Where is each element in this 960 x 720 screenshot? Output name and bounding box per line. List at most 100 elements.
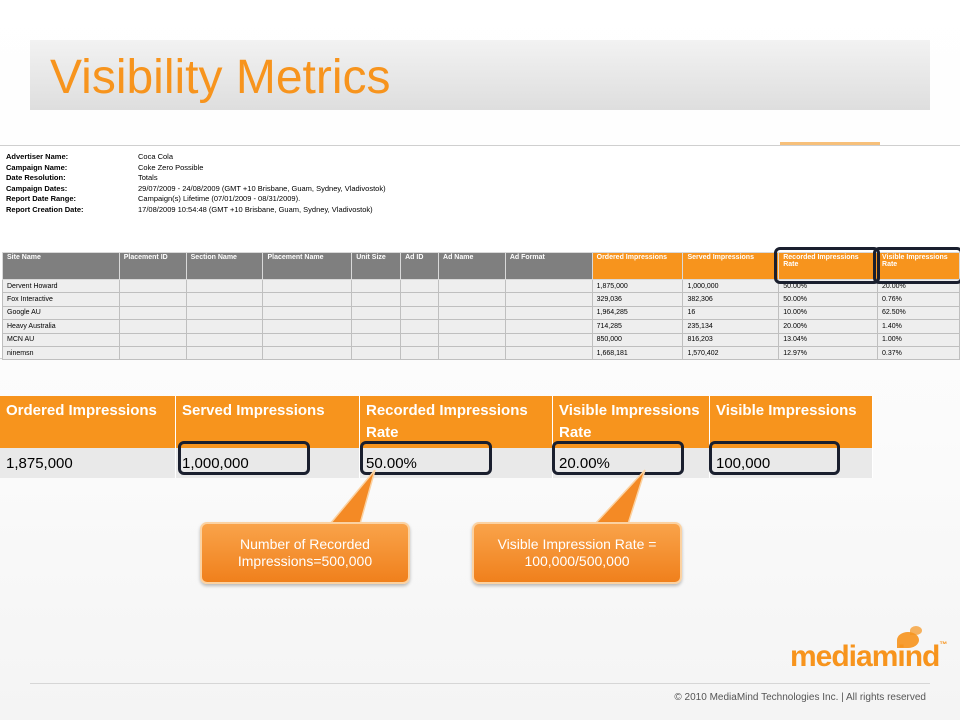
report-cell [400, 278, 440, 294]
report-cell: ninemsn [2, 345, 120, 361]
slide-title: Visibility Metrics [50, 51, 391, 104]
report-cell: Heavy Australia [2, 319, 120, 334]
logo-bubble-icon [897, 632, 919, 648]
logo-tm: ™ [939, 640, 947, 649]
report-cell [118, 292, 187, 307]
meta-row: Campaign Dates: 29/07/2009 - 24/08/2009 (… [6, 184, 386, 195]
zoom-col-header: Ordered Impressions [0, 396, 176, 448]
report-cell: 0.37% [877, 345, 960, 361]
visible-rate-highlight [873, 247, 960, 284]
meta-label: Campaign Name: [6, 162, 68, 172]
meta-label: Campaign Dates: [6, 183, 68, 193]
report-cell [185, 278, 264, 294]
report-row: Fox Interactive 329,036 382,306 50.00% 0.76% [2, 292, 960, 307]
callout-recorded-impressions: Number of Recorded Impressions=500,000 [200, 522, 410, 584]
report-cell: 0.76% [877, 292, 960, 307]
col-header: Unit Size [351, 252, 402, 280]
callout-visible-rate: Visible Impression Rate = 100,000/500,00… [472, 522, 682, 584]
logo-bubble-small-icon [910, 626, 922, 635]
report-cell [400, 292, 440, 307]
report-cell [351, 305, 402, 321]
report-cell [438, 332, 506, 347]
title-band [30, 40, 930, 110]
report-cell [438, 345, 506, 361]
meta-row: Report Date Range: Campaign(s) Lifetime (… [6, 194, 386, 205]
zoom-col-header: Visible Impressions [709, 396, 873, 448]
report-row: ninemsn 1,668,181 1,570,402 12.97% 0.37% [2, 345, 960, 361]
meta-row: Campaign Name: Coke Zero Possible [6, 163, 386, 174]
report-cell [185, 345, 264, 361]
meta-value: Campaign(s) Lifetime (07/01/2009 - 08/31… [138, 194, 301, 203]
zoom-header-row: Ordered Impressions Served Impressions R… [0, 396, 873, 448]
zoom-cell-ordered: 1,875,000 [0, 448, 176, 478]
col-header: Served Impressions [682, 252, 780, 280]
copyright-text: © 2010 MediaMind Technologies Inc. | All… [674, 692, 926, 703]
col-header: Section Name [185, 252, 264, 280]
meta-row: Date Resolution: Totals [6, 173, 386, 184]
col-header: Visible Impressions Rate [877, 252, 960, 280]
report-cell: 1.00% [877, 332, 960, 347]
col-header: Site Name [2, 252, 120, 280]
col-header: Ad Name [438, 252, 506, 280]
meta-row: Advertiser Name: Coca Cola [6, 152, 386, 163]
report-cell [351, 292, 402, 307]
report-cell: Fox Interactive [2, 292, 120, 307]
meta-value: Totals [138, 173, 158, 182]
report-cell [400, 332, 440, 347]
col-header: Ad ID [400, 252, 440, 280]
report-cell [118, 345, 187, 361]
report-row: Dervent Howard 1,875,000 1,000,000 50.00% 20… [2, 278, 960, 294]
report-cell: 1,668,181 [591, 345, 684, 361]
report-cell: 20.00% [778, 319, 879, 334]
report-cell [185, 292, 264, 307]
report-row: Google AU 1,964,285 16 10.00% 62.50% [2, 305, 960, 321]
report-meta: Advertiser Name: Coca Cola Campaign Name:… [6, 152, 386, 215]
meta-label: Advertiser Name: [6, 152, 69, 161]
report-cell: 62.50% [877, 305, 960, 321]
callout-text: Visible Impression Rate = 100,000/500,00… [497, 536, 657, 569]
report-cell: 235,134 [682, 319, 780, 334]
zoom-col-header: Visible Impressions Rate [552, 396, 710, 448]
recorded-rate-zoom-highlight [360, 441, 492, 475]
report-cell [262, 332, 353, 347]
zoom-col-header: Served Impressions [175, 396, 360, 448]
report-cell: 1,875,000 [591, 278, 684, 294]
report-accent-bar [780, 142, 880, 146]
report-cell: 50.00% [778, 292, 879, 307]
meta-row: Report Creation Date: 17/08/2009 10:54:48… [6, 205, 386, 216]
col-header: Recorded Impressions Rate [778, 252, 879, 280]
meta-label: Report Date Range: [6, 194, 77, 203]
meta-label: Date Resolution: [6, 173, 66, 182]
report-cell: 13.04% [778, 332, 879, 347]
report-cell: 12.97% [778, 345, 879, 361]
report-cell: 10.00% [778, 305, 879, 321]
logo-text: mediamind [790, 640, 940, 673]
report-cell [504, 292, 593, 307]
callout-text: Number of Recorded Impressions=500,000 [237, 536, 373, 569]
callout-tail-recorded [328, 469, 376, 525]
meta-value: Coke Zero Possible [138, 162, 204, 172]
report-screenshot: Advertiser Name: Coca Cola Campaign Name:… [0, 145, 960, 361]
report-cell: 816,203 [682, 332, 780, 347]
zoom-col-header: Recorded Impressions Rate [359, 396, 553, 448]
report-cell [185, 305, 264, 321]
report-cell [351, 278, 402, 294]
report-cell [400, 345, 440, 361]
report-cell: 1.40% [877, 319, 960, 334]
col-header: Placement ID [118, 252, 187, 280]
report-cell [400, 319, 440, 334]
report-table: Site Name Placement ID Section Name Plac… [2, 252, 960, 361]
meta-value: Coca Cola [138, 152, 174, 161]
col-header: Ordered Impressions [591, 252, 684, 280]
served-highlight [178, 441, 310, 475]
mediamind-logo: mediamind™ [790, 640, 947, 674]
meta-value: 17/08/2009 10:54:48 (GMT +10 Brisbane, G… [138, 204, 373, 214]
meta-label: Report Creation Date: [6, 204, 84, 214]
report-cell: 329,036 [591, 292, 684, 307]
visible-rate-zoom-highlight [552, 441, 684, 475]
meta-value: 29/07/2009 - 24/08/2009 (GMT +10 Brisban… [138, 183, 386, 193]
recorded-rate-highlight [774, 247, 880, 284]
col-header: Placement Name [262, 252, 353, 280]
report-cell [504, 345, 593, 361]
